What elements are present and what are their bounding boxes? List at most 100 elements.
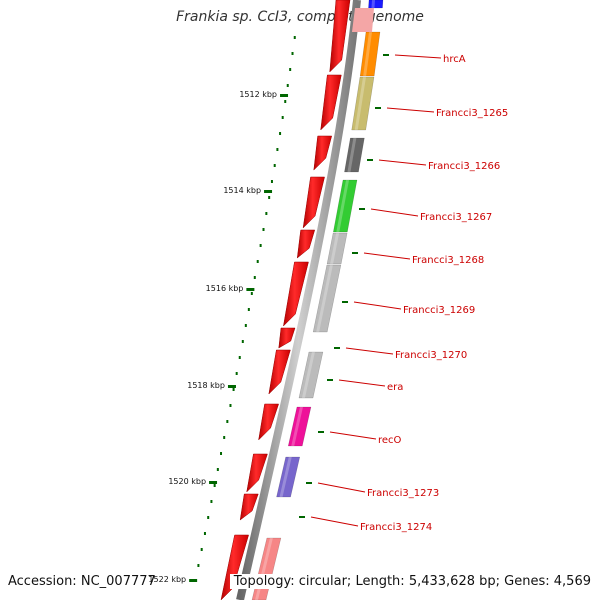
scale-dot [268, 196, 271, 199]
gene-label: hrcA [443, 54, 466, 65]
feature-tick [334, 347, 340, 349]
kbp-label: 1518 kbp [187, 381, 225, 390]
gene-label: Francci3_1274 [360, 522, 432, 533]
scale-dot [289, 68, 292, 71]
scale-dot [293, 36, 296, 39]
feature-tick [306, 482, 312, 484]
scale-dot [200, 548, 203, 551]
topology-value: circular [298, 574, 347, 589]
feature-tick [342, 301, 348, 303]
gene-label: recO [378, 435, 402, 446]
gene-label: Francci3_1270 [395, 350, 467, 361]
gene-label: Francci3_1268 [412, 255, 484, 266]
scale-dot [213, 484, 216, 487]
gene-block [298, 351, 324, 399]
gene-labels: hrcA Francci3_1265 Francci3_1266 Francci3_1… [299, 54, 508, 533]
scale-dot-track [197, 36, 296, 567]
scale-dot [276, 148, 279, 151]
gene-label: Francci3_1269 [403, 305, 475, 316]
scale-dot [286, 84, 289, 87]
scale-dot [203, 532, 206, 535]
scale-dot [247, 308, 250, 311]
genes-count-value: 4,569 [553, 574, 591, 589]
strand-arrow [320, 74, 342, 131]
scale-dot [226, 420, 229, 423]
strand-arrow [246, 453, 268, 493]
scale-dot [210, 500, 213, 503]
scale-dot [244, 324, 247, 327]
scale-dot [270, 180, 273, 183]
kbp-tick [246, 288, 255, 291]
feature-tick [367, 159, 373, 161]
gene-label: era [387, 382, 403, 393]
strand-arrow [278, 327, 296, 349]
gene-block [352, 8, 374, 32]
gene-block [251, 537, 282, 600]
accession-line: Accession: NC_007777 [8, 574, 156, 589]
forward-strand-arrows [220, 0, 351, 600]
scale-dot [262, 228, 265, 231]
scale-dot [238, 356, 241, 359]
scale-dot [273, 164, 276, 167]
accession-value: NC_007777 [80, 574, 156, 589]
feature-tick [359, 208, 365, 210]
gene-block [276, 456, 301, 498]
gene-block [287, 406, 312, 447]
gene-block [312, 264, 342, 333]
scale-dot [220, 452, 223, 455]
strand-arrow [268, 349, 291, 395]
topology-line: Topology: circular; Length: 5,433,628 bp… [229, 574, 591, 589]
gene-block-highlight [336, 180, 350, 232]
feature-tick [327, 379, 333, 381]
label-leader-line [329, 431, 377, 440]
gene-block-highlight [330, 233, 340, 264]
scale-dot [250, 292, 253, 295]
label-leader-line [353, 301, 402, 310]
scale-dot [256, 260, 259, 263]
label-leader-line [378, 159, 427, 166]
genes-count-label: Genes: [504, 574, 550, 589]
kbp-tick [264, 190, 273, 193]
gene-block [351, 76, 375, 131]
scale-dot [281, 116, 284, 119]
label-leader-line [386, 107, 435, 113]
strand-arrow [283, 261, 309, 327]
kbp-label: 1520 kbp [168, 477, 206, 486]
scale-dot [265, 212, 268, 215]
scale-dot [216, 468, 219, 471]
topology-label: Topology: [233, 574, 295, 589]
label-leader-line [394, 54, 442, 59]
length-value: 5,433,628 bp [408, 574, 496, 589]
length-label: Length: [355, 574, 405, 589]
gene-block [326, 232, 348, 265]
strand-arrow [296, 229, 316, 259]
gene-label: Francci3_1273 [367, 488, 439, 499]
kbp-tick [280, 94, 289, 97]
gene-block [359, 31, 381, 77]
gene-block-highlight [347, 138, 357, 172]
gene-block-highlight [371, 0, 375, 8]
feature-tick [299, 516, 305, 518]
feature-tick [352, 252, 358, 254]
genome-backbone [236, 0, 361, 600]
strand-arrow [329, 0, 351, 73]
scale-dot [284, 100, 287, 103]
kbp-label: 1516 kbp [206, 284, 244, 293]
gene-label: Francci3_1265 [436, 108, 508, 119]
gene-block [368, 0, 384, 9]
scale-dot [229, 404, 232, 407]
gene-block [344, 137, 365, 173]
gene-block [333, 179, 358, 233]
kbp-tick [189, 579, 198, 582]
kbp-tick [227, 385, 236, 388]
scale-dot [197, 564, 200, 567]
feature-tick [318, 431, 324, 433]
gene-block-highlight [291, 407, 303, 446]
scale-dot [235, 372, 238, 375]
scale-dot [259, 244, 262, 247]
kbp-label: 1514 kbp [223, 186, 261, 195]
scale-dot [241, 340, 244, 343]
feature-tick [375, 107, 381, 109]
scale-dot [207, 516, 210, 519]
gene-block-highlight [279, 457, 292, 497]
